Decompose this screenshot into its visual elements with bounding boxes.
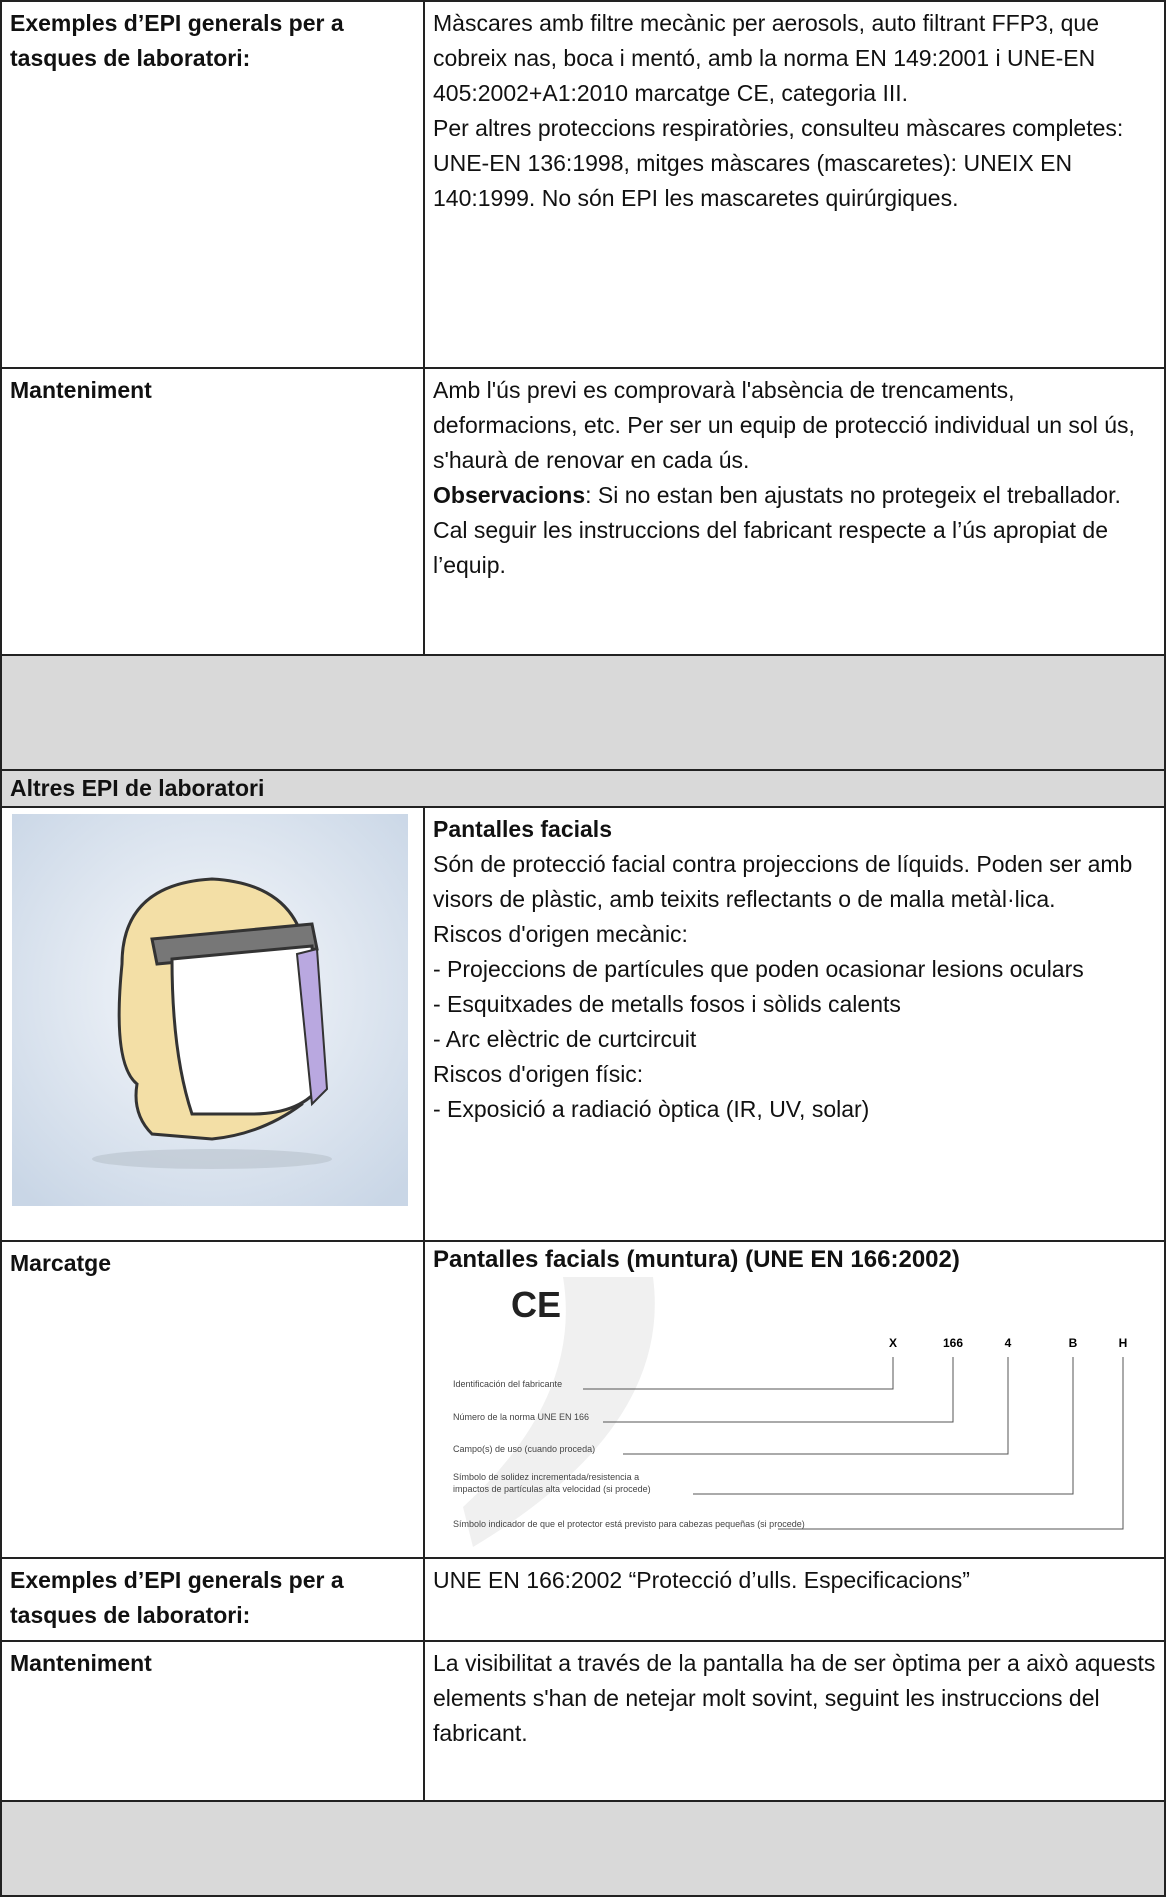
cell: Pantalles facials (muntura) (UNE EN 166:… (423, 1240, 1166, 1559)
spacer (0, 654, 1166, 771)
field-label: Símbolo indicador de que el protector es… (453, 1519, 805, 1529)
leader-line (778, 1357, 1124, 1530)
spacer (0, 1800, 1166, 1897)
label: Marcatge (0, 1240, 425, 1559)
row: Altres EPI de laboratori (0, 769, 1166, 808)
marking-title: Pantalles facials (muntura) (UNE EN 166:… (433, 1246, 960, 1273)
cell: Amb l'ús previ es comprovarà l'absència … (423, 367, 1166, 656)
code: B (1069, 1336, 1078, 1350)
section-title: Altres EPI de laboratori (0, 769, 1166, 808)
text: - Arc elèctric de curtcircuit (433, 1026, 697, 1052)
cell: La visibilitat a través de la pantalla h… (423, 1640, 1166, 1802)
note: : Si no estan ben ajustats no protegeix … (433, 482, 1121, 578)
code: X (889, 1336, 897, 1350)
image-cell (0, 806, 425, 1242)
leader-line (693, 1357, 1074, 1495)
code: H (1119, 1336, 1128, 1350)
field-label: Número de la norma UNE EN 166 (453, 1412, 589, 1422)
label: Exemples d’EPI generals per a tasques de… (0, 1557, 425, 1642)
ce-mark: CE (511, 1284, 561, 1325)
leader-line (583, 1357, 894, 1390)
label: Manteniment (0, 367, 425, 656)
text: Per altres proteccions respiratòries, co… (433, 115, 1124, 211)
row: Manteniment La visibilitat a través de la… (0, 1640, 1166, 1802)
leader-line (603, 1357, 954, 1423)
item-title: Pantalles facials (433, 816, 612, 842)
row: Manteniment Amb l'ús previ es comprovarà … (0, 367, 1166, 656)
row: Pantalles facials Són de protecció facial… (0, 806, 1166, 1242)
cell: Màscares amb filtre mecànic per aerosols… (423, 0, 1166, 369)
marking-diagram: CE X 166 4 B H Identificación del fabricante Nú… (453, 1277, 1128, 1547)
field-label: Identificación del fabricante (453, 1379, 562, 1389)
spacer-row (0, 654, 1166, 771)
face-shield-image (12, 814, 408, 1206)
code: 4 (1005, 1336, 1012, 1350)
text: Riscos d'origen físic: (433, 1061, 644, 1087)
label: Exemples d’EPI generals per a tasques de… (0, 0, 425, 369)
item-text: Són de protecció facial contra projeccio… (433, 847, 1156, 1127)
code: 166 (943, 1336, 963, 1350)
field-label: Símbolo de solidez incrementada/resisten… (453, 1472, 651, 1494)
field-label: Campo(s) de uso (cuando proceda) (453, 1444, 595, 1454)
text: Riscos d'origen mecànic: (433, 921, 688, 947)
text: - Exposició a radiació òptica (IR, UV, s… (433, 1096, 870, 1122)
cell: Pantalles facials Són de protecció facial… (423, 806, 1166, 1242)
note-label: Observacions (433, 482, 586, 508)
text: Amb l'ús previ es comprovarà l'absència … (433, 377, 1135, 473)
label: Manteniment (0, 1640, 425, 1802)
cell: UNE EN 166:2002 “Protecció d’ulls. Espec… (423, 1557, 1166, 1642)
text: - Esquitxades de metalls fosos i sòlids … (433, 991, 901, 1017)
text: Són de protecció facial contra projeccio… (433, 851, 1133, 912)
row: Exemples d’EPI generals per a tasques de… (0, 0, 1166, 369)
leader-line (623, 1357, 1009, 1455)
text: - Projeccions de partícules que poden oc… (433, 956, 1084, 982)
spacer-row (0, 1800, 1166, 1897)
row: Exemples d’EPI generals per a tasques de… (0, 1557, 1166, 1642)
text: Màscares amb filtre mecànic per aerosols… (433, 10, 1100, 106)
row: Marcatge Pantalles facials (muntura) (UN… (0, 1240, 1166, 1559)
text: Observacions: Si no estan ben ajustats n… (433, 478, 1156, 583)
